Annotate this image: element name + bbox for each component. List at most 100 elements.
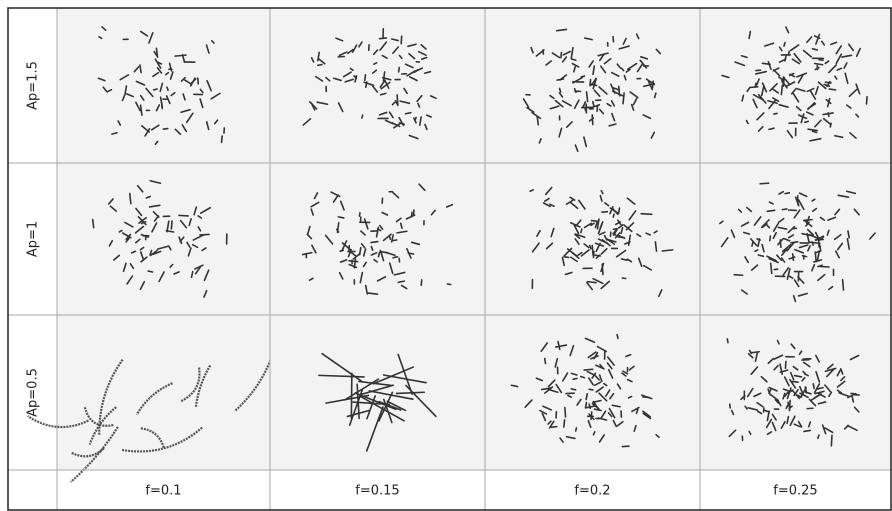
particle	[362, 115, 363, 118]
particle	[399, 68, 400, 72]
figure-grid: Ap=1.5 Ap=1 Ap=0.5 f=0.1 f=0.15 f=0.2 f=0.25	[0, 0, 892, 511]
particle	[552, 427, 557, 428]
particle	[770, 236, 771, 241]
particle	[537, 116, 538, 124]
particle	[590, 246, 591, 249]
particle	[820, 266, 829, 267]
particle	[591, 221, 597, 222]
particle	[782, 209, 786, 210]
particle	[163, 129, 167, 130]
particle	[593, 251, 594, 257]
particle	[825, 82, 831, 83]
particle	[760, 183, 769, 184]
particle	[318, 65, 322, 66]
particle	[617, 335, 618, 339]
particle	[573, 378, 577, 379]
column-label: f=0.1	[145, 484, 181, 499]
particle	[222, 136, 223, 142]
particle	[167, 87, 168, 90]
particle	[154, 89, 157, 90]
particle	[813, 384, 814, 388]
particle	[592, 245, 593, 255]
particle	[755, 250, 758, 251]
particle	[831, 435, 832, 446]
particle	[393, 257, 398, 258]
particle	[791, 242, 798, 243]
snapshot-cell	[270, 163, 485, 315]
particle	[805, 121, 808, 122]
particle	[829, 89, 835, 90]
particle	[397, 95, 398, 105]
particle	[790, 401, 791, 411]
particle	[619, 208, 620, 213]
particle	[581, 229, 582, 233]
particle	[780, 240, 781, 247]
particle	[815, 239, 823, 240]
particle	[564, 420, 565, 427]
particle	[774, 113, 777, 114]
particle	[641, 214, 652, 215]
particle	[368, 293, 377, 294]
particle	[655, 242, 656, 251]
particle	[408, 253, 413, 254]
particle	[784, 43, 785, 47]
particle	[93, 220, 94, 228]
column-label: f=0.2	[574, 484, 610, 499]
particle	[591, 412, 592, 419]
particle	[727, 339, 728, 343]
particle	[613, 229, 617, 230]
column-label: f=0.15	[355, 484, 399, 499]
particle	[198, 78, 199, 84]
particle	[179, 215, 188, 216]
particle	[586, 394, 587, 400]
snapshot-cell	[485, 163, 700, 315]
particle	[782, 77, 783, 83]
particle	[788, 51, 789, 54]
particle	[623, 93, 624, 104]
particle	[613, 214, 614, 217]
snapshot-cell	[700, 163, 891, 315]
particle	[584, 369, 593, 370]
particle	[545, 358, 546, 363]
particle	[828, 113, 829, 116]
particle	[354, 259, 355, 268]
particle	[662, 250, 672, 251]
particle	[843, 280, 844, 290]
particle	[576, 428, 577, 431]
particle	[585, 403, 586, 408]
snapshot-cell	[270, 8, 485, 163]
particle	[383, 72, 384, 81]
particle	[589, 389, 593, 390]
particle	[815, 252, 816, 262]
particle	[793, 254, 794, 260]
particle	[564, 257, 568, 258]
particle	[359, 213, 360, 216]
particle	[130, 194, 131, 204]
snapshot-cell	[57, 8, 270, 163]
particle	[588, 282, 597, 283]
particle	[804, 430, 810, 431]
snapshot-cell	[700, 8, 891, 163]
particle	[148, 271, 152, 272]
particle	[565, 408, 566, 417]
row-label: Ap=0.5	[26, 368, 41, 417]
particle	[771, 263, 772, 273]
particle	[338, 217, 344, 218]
particle	[581, 76, 584, 77]
particle	[751, 87, 758, 88]
row-label: Ap=1.5	[26, 61, 41, 110]
particle	[734, 275, 742, 276]
particle	[406, 113, 411, 114]
particle	[171, 221, 172, 229]
snapshot-cell	[485, 8, 700, 163]
particle	[818, 435, 819, 438]
particle	[378, 252, 379, 256]
column-label: f=0.25	[773, 484, 817, 499]
particle	[820, 245, 821, 251]
particle	[349, 261, 357, 262]
particle	[767, 210, 774, 211]
particle	[781, 85, 782, 94]
particle	[751, 352, 759, 353]
particle	[803, 256, 807, 257]
row-label: Ap=1	[26, 221, 41, 257]
